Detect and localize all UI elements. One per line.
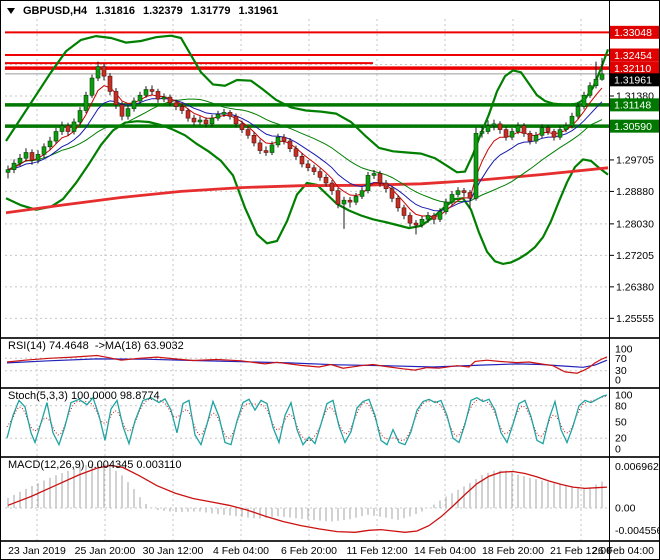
svg-text:-0.004556: -0.004556 (615, 525, 660, 537)
svg-text:1.28880: 1.28880 (616, 186, 654, 198)
svg-text:100: 100 (615, 344, 633, 356)
svg-text:21 Feb 12:00: 21 Feb 12:00 (550, 545, 612, 557)
svg-text:1.33048: 1.33048 (614, 27, 652, 39)
symbol-dropdown-icon[interactable] (7, 8, 15, 14)
svg-text:26 Feb 04:00: 26 Feb 04:00 (592, 545, 654, 557)
svg-text:1.27205: 1.27205 (616, 250, 654, 262)
svg-text:1.29705: 1.29705 (616, 154, 654, 166)
svg-text:0: 0 (615, 375, 621, 387)
chart-title: GBPUSD,H4 1.31816 1.32379 1.31779 1.3196… (7, 4, 278, 18)
high-value: 1.32379 (142, 5, 183, 17)
open-value: 1.31816 (95, 5, 135, 17)
svg-text:1.25555: 1.25555 (616, 313, 654, 325)
svg-text:1.31961: 1.31961 (614, 75, 652, 87)
svg-text:1.32110: 1.32110 (614, 63, 651, 75)
svg-text:1.30590: 1.30590 (614, 121, 652, 133)
svg-text:6 Feb 20:00: 6 Feb 20:00 (281, 545, 337, 557)
svg-text:20: 20 (615, 433, 627, 445)
svg-text:0.006962: 0.006962 (615, 461, 659, 473)
svg-text:23 Jan 2019: 23 Jan 2019 (8, 545, 66, 557)
low-value: 1.31779 (190, 5, 231, 17)
svg-text:11 Feb 12:00: 11 Feb 12:00 (346, 545, 407, 557)
close-value: 1.31961 (238, 5, 279, 17)
svg-text:30 Jan 12:00: 30 Jan 12:00 (143, 545, 204, 557)
macd-histogram (7, 463, 603, 522)
stoch-pane-label: Stoch(5,3,3) 100.0000 98.8774 (8, 390, 160, 402)
svg-text:1.28030: 1.28030 (616, 218, 654, 230)
svg-text:100: 100 (615, 390, 633, 402)
candles (5, 57, 605, 235)
svg-text:0: 0 (615, 444, 621, 456)
svg-text:1.32454: 1.32454 (614, 50, 652, 62)
svg-text:1.26380: 1.26380 (616, 281, 654, 293)
svg-text:70: 70 (615, 353, 627, 365)
symbol-label: GBPUSD,H4 (23, 5, 88, 17)
svg-text:4 Feb 04:00: 4 Feb 04:00 (213, 545, 269, 557)
svg-text:50: 50 (615, 417, 627, 429)
svg-text:80: 80 (615, 400, 627, 412)
svg-text:30: 30 (615, 365, 627, 377)
svg-text:0.00: 0.00 (615, 503, 636, 515)
svg-text:1.31148: 1.31148 (614, 100, 651, 112)
svg-text:25 Jan 20:00: 25 Jan 20:00 (75, 545, 136, 557)
svg-text:14 Feb 04:00: 14 Feb 04:00 (414, 545, 476, 557)
rsi-pane-label: RSI(14) 74.4648 ->MA(18) 63.9032 (8, 340, 184, 352)
macd-pane-label: MACD(12,26,9) 0.004345 0.003110 (8, 459, 182, 471)
svg-text:18 Feb 20:00: 18 Feb 20:00 (482, 545, 544, 557)
